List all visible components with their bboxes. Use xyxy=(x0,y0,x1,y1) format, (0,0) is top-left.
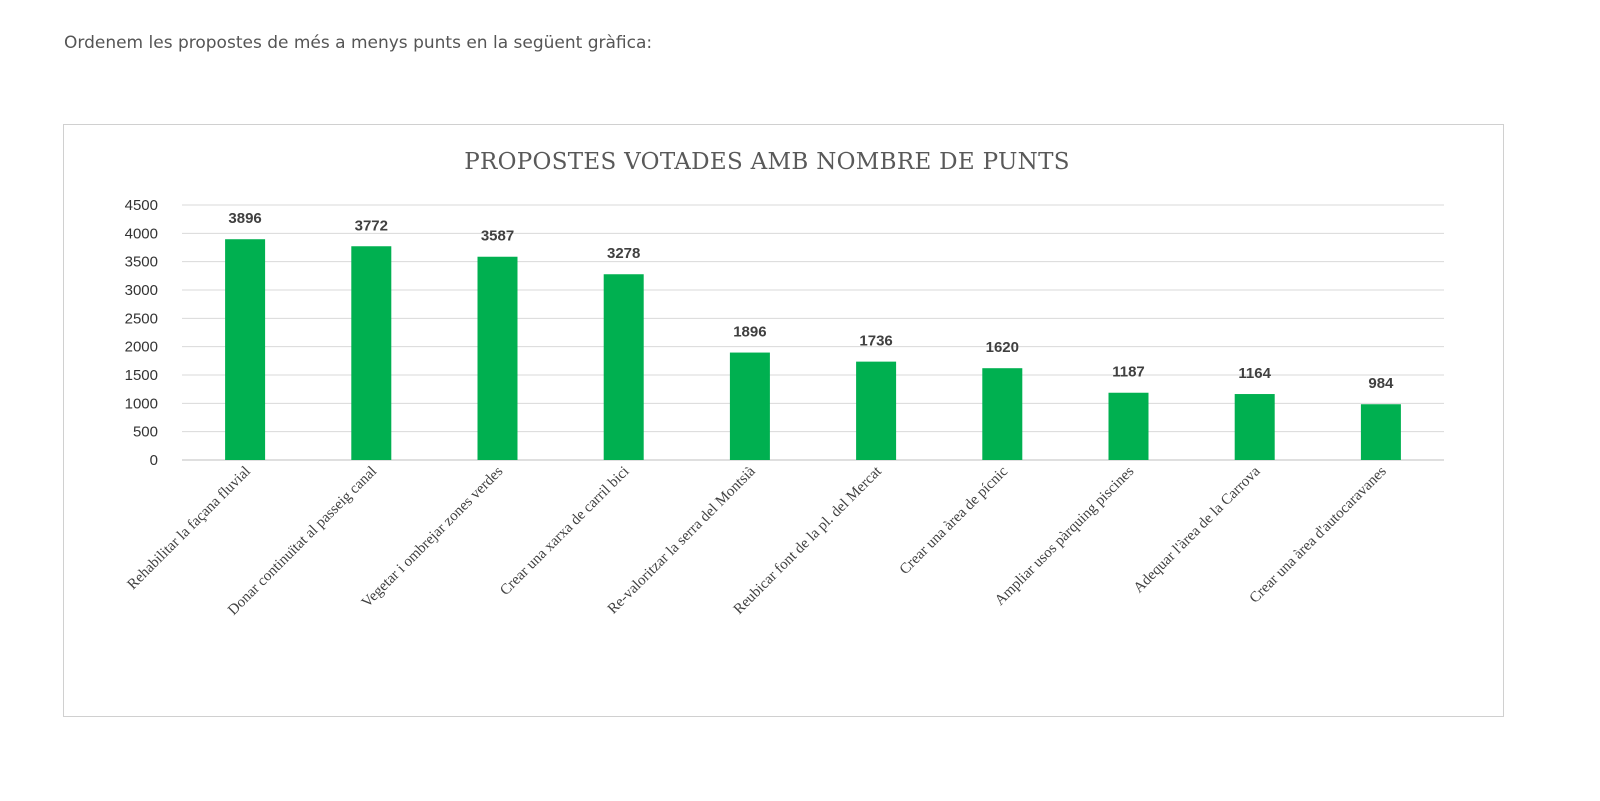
y-tick-label: 0 xyxy=(150,452,158,469)
y-tick-label: 1500 xyxy=(125,367,158,384)
x-tick-label: Crear una àrea de pícnic xyxy=(897,463,1012,578)
bar xyxy=(856,361,897,460)
data-label: 3587 xyxy=(481,228,514,245)
x-tick-label: Rehabilitar la façana fluvial xyxy=(125,464,254,593)
y-tick-label: 4500 xyxy=(125,197,158,214)
bar xyxy=(225,239,266,460)
bar xyxy=(729,352,770,460)
y-tick-label: 3500 xyxy=(125,254,158,271)
x-tick-label: Reubicar font de la pl. del Mercat xyxy=(731,463,886,618)
data-label: 3896 xyxy=(228,210,261,227)
data-label: 1187 xyxy=(1112,364,1145,381)
x-tick-label: Crear una xarxa de carril bici xyxy=(497,464,632,599)
bar xyxy=(603,274,644,460)
x-tick-label: Re-valoritzar la serra del Montsià xyxy=(605,463,759,617)
data-labels: 3896 3772 3587 3278 1896 1736 1620 1187 1164 984 xyxy=(228,210,1394,392)
bar xyxy=(1360,404,1401,460)
bar xyxy=(1108,392,1149,460)
chart-container: PROPOSTES VOTADES AMB NOMBRE DE PUNTS 0 5… xyxy=(63,124,1504,717)
y-tick-label: 2000 xyxy=(125,339,158,356)
data-label: 1620 xyxy=(986,339,1019,356)
bar xyxy=(477,256,518,460)
y-tick-label: 4000 xyxy=(125,225,158,242)
data-label: 3278 xyxy=(607,245,640,262)
y-axis-ticks: 0 500 1000 1500 2000 2500 3000 3500 4000 4500 xyxy=(125,197,158,469)
data-label: 984 xyxy=(1368,375,1394,392)
y-tick-label: 1000 xyxy=(125,395,158,412)
bar-chart: PROPOSTES VOTADES AMB NOMBRE DE PUNTS 0 5… xyxy=(125,149,1444,619)
y-tick-label: 3000 xyxy=(125,282,158,299)
intro-text: Ordenem les propostes de més a menys pun… xyxy=(64,33,653,53)
data-label: 1164 xyxy=(1238,365,1271,382)
chart-title: PROPOSTES VOTADES AMB NOMBRE DE PUNTS xyxy=(464,149,1070,175)
data-label: 1896 xyxy=(733,324,766,341)
data-label: 3772 xyxy=(355,217,388,234)
x-tick-label: Adequar l'àrea de la Carrova xyxy=(1131,463,1264,596)
x-tick-label: Donar continuïtat al passeig canal xyxy=(225,464,380,619)
bar xyxy=(351,246,392,460)
bars xyxy=(225,239,1401,460)
bar xyxy=(1234,394,1275,460)
x-tick-label: Crear una àrea d'autocaravanes xyxy=(1247,463,1390,606)
data-label: 1736 xyxy=(859,333,892,350)
x-tick-label: Ampliar usos pàrquing piscines xyxy=(992,463,1137,608)
gridlines xyxy=(182,204,1444,461)
bar xyxy=(982,368,1023,460)
y-tick-label: 500 xyxy=(133,424,158,441)
y-tick-label: 2500 xyxy=(125,310,158,327)
x-tick-label: Vegetar i ombrejar zones verdes xyxy=(359,463,506,610)
